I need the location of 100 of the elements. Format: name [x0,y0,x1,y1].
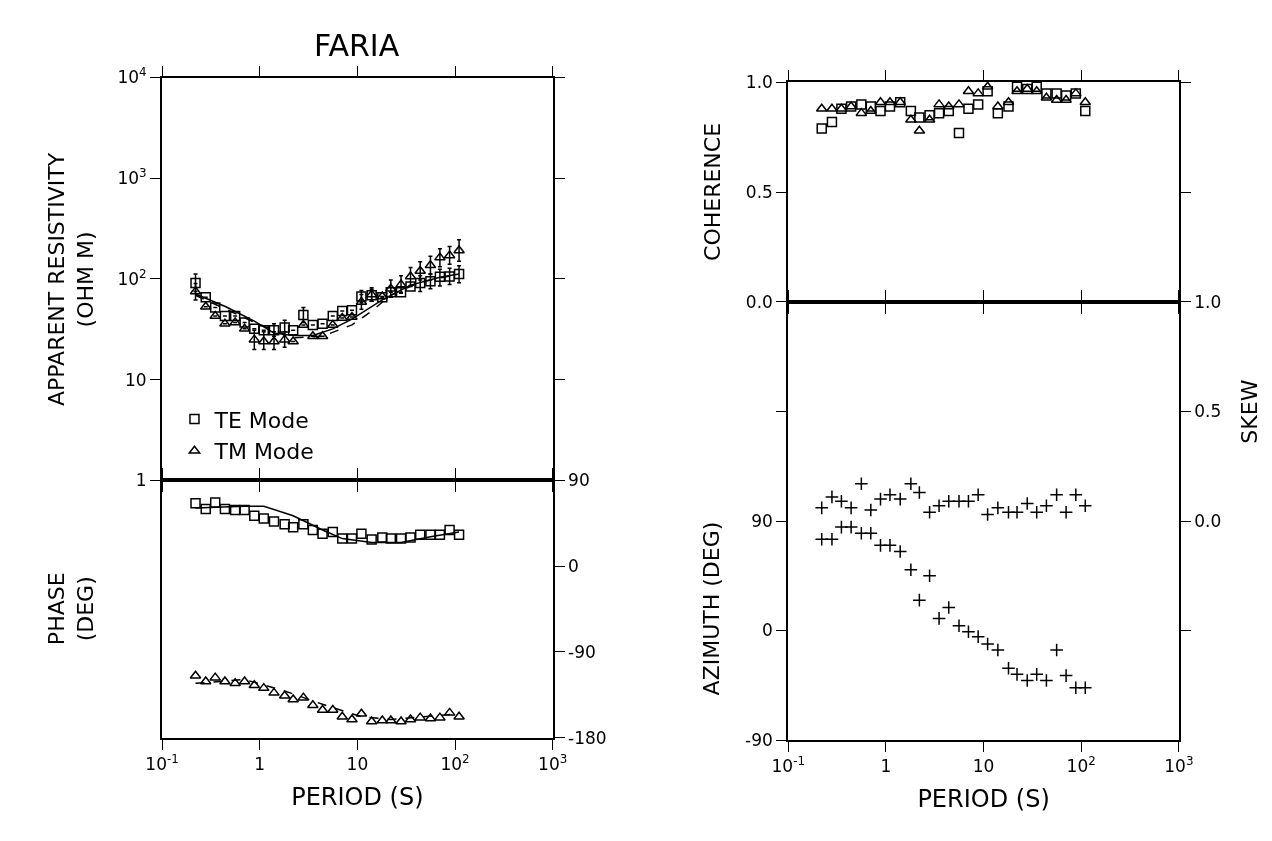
x-tick-label: 10$^{2}$ [1066,754,1096,777]
point [1059,668,1074,683]
point [434,271,446,283]
point [307,319,319,331]
point [854,476,869,491]
point [346,714,358,723]
point [824,489,839,504]
point [982,85,993,97]
point [385,533,397,544]
point [229,310,241,322]
y2-tick-label: 90 [568,470,590,491]
point [1068,487,1083,502]
point [855,107,868,117]
point [346,533,358,544]
point [863,503,878,518]
point [914,112,925,123]
x-tick-label: 10$^{3}$ [538,751,568,775]
point [249,510,260,521]
y2-tick-label: -90 [568,641,596,662]
point [453,268,465,280]
point [239,317,250,328]
point [414,277,426,289]
point [953,99,965,108]
point [414,265,427,275]
point [943,105,955,117]
point [395,279,407,288]
point [395,716,407,725]
point [257,682,270,692]
point [327,526,339,538]
y-axis-title: APPARENT RESISTIVITY (OHM M) [44,152,98,407]
y-axis-title: COHERENCE [699,122,725,261]
point [395,286,407,298]
point [395,533,407,544]
x-axis-title: PERIOD (S) [291,782,424,811]
y-tick-label: 10 [125,369,147,390]
legend-label: TE Mode [213,407,309,433]
point [912,593,927,608]
point [1039,498,1054,513]
point [1030,85,1043,95]
point [268,336,280,345]
point [1060,90,1072,101]
point [414,529,426,541]
y-tick-label: 0.5 [745,182,773,203]
point [1009,505,1025,520]
point [1080,105,1091,117]
point [882,538,898,553]
y2-tick-label: 0.0 [1194,510,1222,531]
point [873,492,888,507]
point [924,110,935,121]
chart-title: FARIA [314,28,400,63]
point [882,487,898,502]
point [1059,505,1074,520]
point [971,487,986,502]
point [1011,85,1023,95]
point [209,302,221,313]
point [355,296,368,306]
point [200,503,211,515]
point [905,105,917,117]
point [992,107,1004,119]
y2-tick-label: -180 [568,727,607,748]
point [337,305,348,317]
point [953,127,965,139]
point [239,504,250,516]
point [972,99,984,110]
x-tick-label: 10 [972,756,995,777]
point [356,528,367,540]
point [816,123,827,134]
point [316,704,329,714]
point [444,524,455,536]
point [258,513,270,524]
point [875,105,886,117]
x-tick-label: 10$^{-1}$ [145,751,179,775]
point [1049,642,1064,658]
point [268,516,280,527]
point [1049,487,1064,502]
point [963,103,974,115]
point [190,498,201,509]
point [326,704,339,714]
point [1029,505,1044,520]
point [366,534,377,545]
point [961,494,976,509]
y-tick-label: 0 [762,620,773,641]
point [1003,101,1014,112]
point [287,324,299,336]
point [922,568,937,583]
point [307,524,319,536]
point [434,529,446,541]
point [279,519,290,530]
point [317,318,328,329]
point [962,85,975,95]
point [258,324,270,336]
y-tick-label: 10$^{3}$ [117,166,147,189]
point [814,532,829,547]
point [424,259,437,269]
point [990,642,1005,658]
point [941,600,956,615]
point [903,562,918,577]
point [346,304,358,316]
point [268,687,280,696]
x-tick-label: 10$^{3}$ [1164,754,1194,777]
